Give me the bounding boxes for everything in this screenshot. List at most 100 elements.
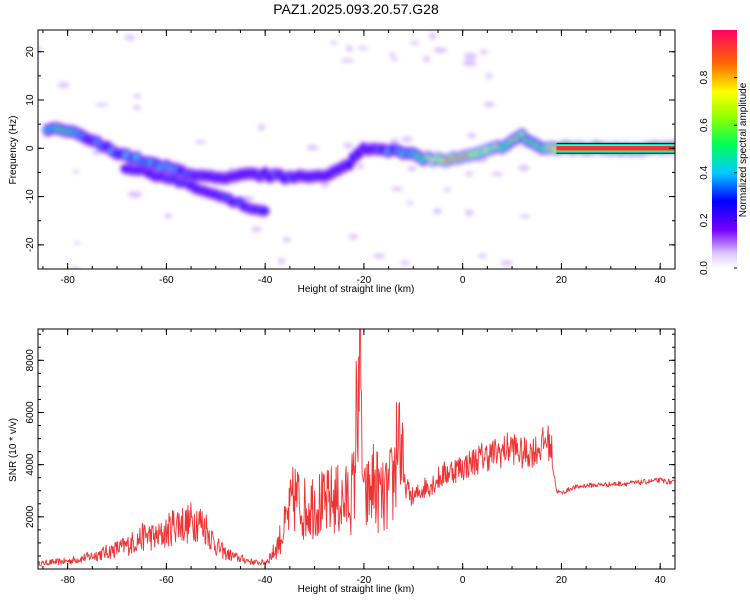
heat-speckle: [391, 186, 404, 192]
colorbar-label: Normalized spectral amplitude: [738, 82, 749, 217]
y-tick-label: -10: [25, 189, 36, 204]
heat-speckle: [388, 52, 396, 57]
x-tick-label: 40: [655, 275, 667, 286]
heat-speckle: [132, 94, 142, 99]
x-tick-label: -80: [60, 575, 75, 586]
heat-speckle: [463, 52, 477, 60]
heat-speckle: [124, 34, 136, 41]
x-tick-label: 20: [556, 275, 568, 286]
heat-speckle: [195, 139, 207, 144]
snr-panel: -80 -60 -40 -20 0 20 40 2000 4000 6000 8000 Height…: [8, 328, 676, 595]
y-tick-label: 0: [25, 145, 36, 151]
heat-speckle: [92, 148, 99, 156]
heat-speckle: [357, 163, 364, 170]
heat-speckle: [433, 47, 447, 54]
x-tick-label: -20: [357, 275, 372, 286]
x-tick-label: -40: [258, 575, 273, 586]
colorbar-ticks: 0.0 0.2 0.4 0.6 0.8: [699, 70, 737, 275]
snr-plot-area: [38, 329, 675, 567]
snr-y-axis-label: SNR (10 * v/v): [8, 418, 19, 482]
tone-band-core: [556, 146, 675, 151]
heat-speckle: [348, 234, 359, 240]
heat-speckle: [357, 46, 368, 50]
heat-speckle: [443, 187, 451, 192]
heat-speckle: [73, 241, 81, 245]
spectrogram-y-axis-label: Frequency (Hz): [8, 116, 19, 185]
spectrogram-blobs: [38, 32, 675, 269]
colorbar-tick-label: 0.8: [699, 70, 710, 84]
heat-speckle: [401, 136, 413, 143]
x-tick-label: -60: [159, 575, 174, 586]
snr-series-line: [38, 329, 675, 567]
spectrogram-x-axis-label: Height of straight line (km): [298, 284, 415, 295]
heat-speckle: [491, 172, 504, 177]
x-tick-label: 20: [556, 575, 568, 586]
heat-speckle: [479, 49, 489, 55]
heat-speckle: [250, 226, 263, 232]
colorbar: 0.0 0.2 0.4 0.6 0.8 Normalized spectral ampl…: [699, 30, 749, 275]
heat-speckle: [483, 101, 495, 108]
heat-speckle: [164, 213, 173, 219]
heat-speckle: [346, 45, 353, 52]
x-tick-label: 0: [460, 575, 466, 586]
heat-speckle: [72, 170, 80, 174]
heat-speckle: [282, 237, 291, 243]
snr-x-axis-label: Height of straight line (km): [298, 584, 415, 595]
heat-speckle: [340, 58, 354, 63]
spectrogram-ticks: -80 -60 -40 -20 0 20 40 -20 -10 0 10 20: [25, 30, 675, 286]
y-tick-label: 6000: [25, 401, 36, 424]
chart-title: PAZ1.2025.093.20.57.G28: [273, 1, 439, 17]
heat-speckle: [278, 257, 285, 265]
heat-speckle: [320, 182, 330, 188]
y-tick-label: 8000: [25, 349, 36, 372]
snr-ticks: -80 -60 -40 -20 0 20 40 2000 4000 6000 8000: [25, 329, 675, 586]
colorbar-tick-label: 0.4: [699, 165, 710, 179]
heat-speckle: [429, 32, 437, 40]
y-tick-label: 20: [25, 46, 36, 58]
x-tick-label: -80: [60, 275, 75, 286]
y-tick-label: 4000: [25, 453, 36, 476]
heat-speckle: [518, 164, 530, 172]
y-tick-label: 2000: [25, 505, 36, 528]
heat-speckle: [400, 260, 410, 266]
heat-core: [258, 208, 268, 214]
x-tick-label: -40: [258, 275, 273, 286]
colorbar-tick-label: 0.2: [699, 213, 710, 227]
heat-speckle: [69, 266, 81, 269]
snr-frame: [37, 328, 676, 570]
spectrogram-frame: [37, 29, 676, 270]
colorbar-tick-label: 0.6: [699, 118, 710, 132]
heat-speckle: [410, 41, 421, 45]
spectrogram-panel: -80 -60 -40 -20 0 20 40 -20 -10 0 10 20 Height of s…: [8, 29, 676, 295]
heat-speckle: [465, 171, 474, 177]
heat-speckle: [407, 165, 416, 172]
heat-speckle: [467, 132, 477, 139]
heat-speckle: [477, 253, 487, 259]
x-tick-label: 40: [655, 575, 667, 586]
heat-speckle: [519, 214, 531, 219]
heat-speckle: [38, 47, 43, 51]
colorbar-gradient: [712, 30, 737, 268]
heat-speckle: [95, 103, 109, 107]
heat-speckle: [343, 142, 354, 149]
heat-speckle: [500, 260, 513, 266]
heat-speckle: [57, 82, 70, 89]
x-tick-label: -60: [159, 275, 174, 286]
heat-speckle: [462, 59, 477, 67]
x-tick-label: -20: [357, 575, 372, 586]
colorbar-tick-label: 0.0: [699, 261, 710, 275]
heat-speckle: [132, 105, 141, 111]
heat-core: [345, 161, 353, 167]
y-tick-label: -20: [25, 237, 36, 252]
heat-speckle: [306, 145, 319, 151]
heat-speckle: [257, 123, 266, 131]
heat-speckle: [128, 191, 143, 198]
heat-speckle: [464, 209, 474, 217]
heat-speckle: [391, 57, 398, 62]
x-tick-label: 0: [460, 275, 466, 286]
heat-speckle: [432, 208, 442, 215]
heat-speckle: [330, 41, 338, 45]
heat-speckle: [373, 253, 385, 259]
